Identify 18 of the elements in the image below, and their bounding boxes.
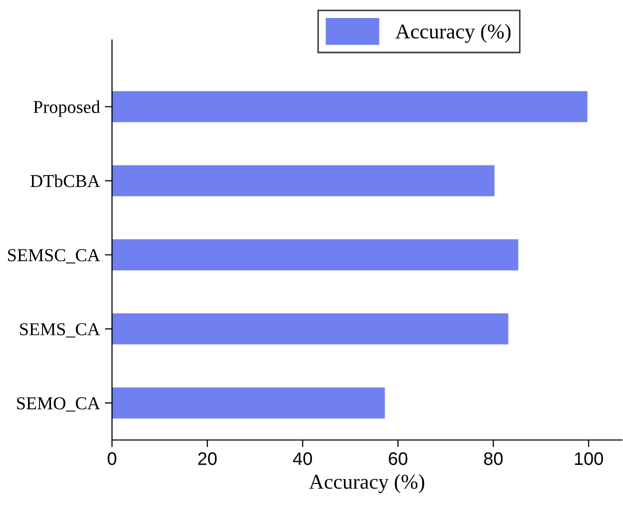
x-axis-title: Accuracy (%) <box>309 474 424 494</box>
x-tick-label: 20 <box>198 452 217 466</box>
y-tick-label: DTbCBA <box>30 174 100 188</box>
x-tick-label: 80 <box>484 452 503 466</box>
x-tick-label: 60 <box>388 452 408 466</box>
x-tick-label: 40 <box>293 452 312 466</box>
bar <box>112 165 494 196</box>
x-tick-label: 0 <box>108 452 116 466</box>
bar <box>112 91 588 122</box>
bar <box>112 313 508 344</box>
legend-label: Accuracy (%) <box>395 24 511 43</box>
y-tick-label: Proposed <box>34 100 100 117</box>
bar <box>112 387 385 418</box>
y-tick-label: SEMO_CA <box>17 397 100 412</box>
x-tick-label: 100 <box>574 452 603 466</box>
y-tick-label: SEMS_CA <box>20 323 100 338</box>
bar <box>112 239 518 270</box>
y-tick-label: SEMSC_CA <box>8 249 100 264</box>
